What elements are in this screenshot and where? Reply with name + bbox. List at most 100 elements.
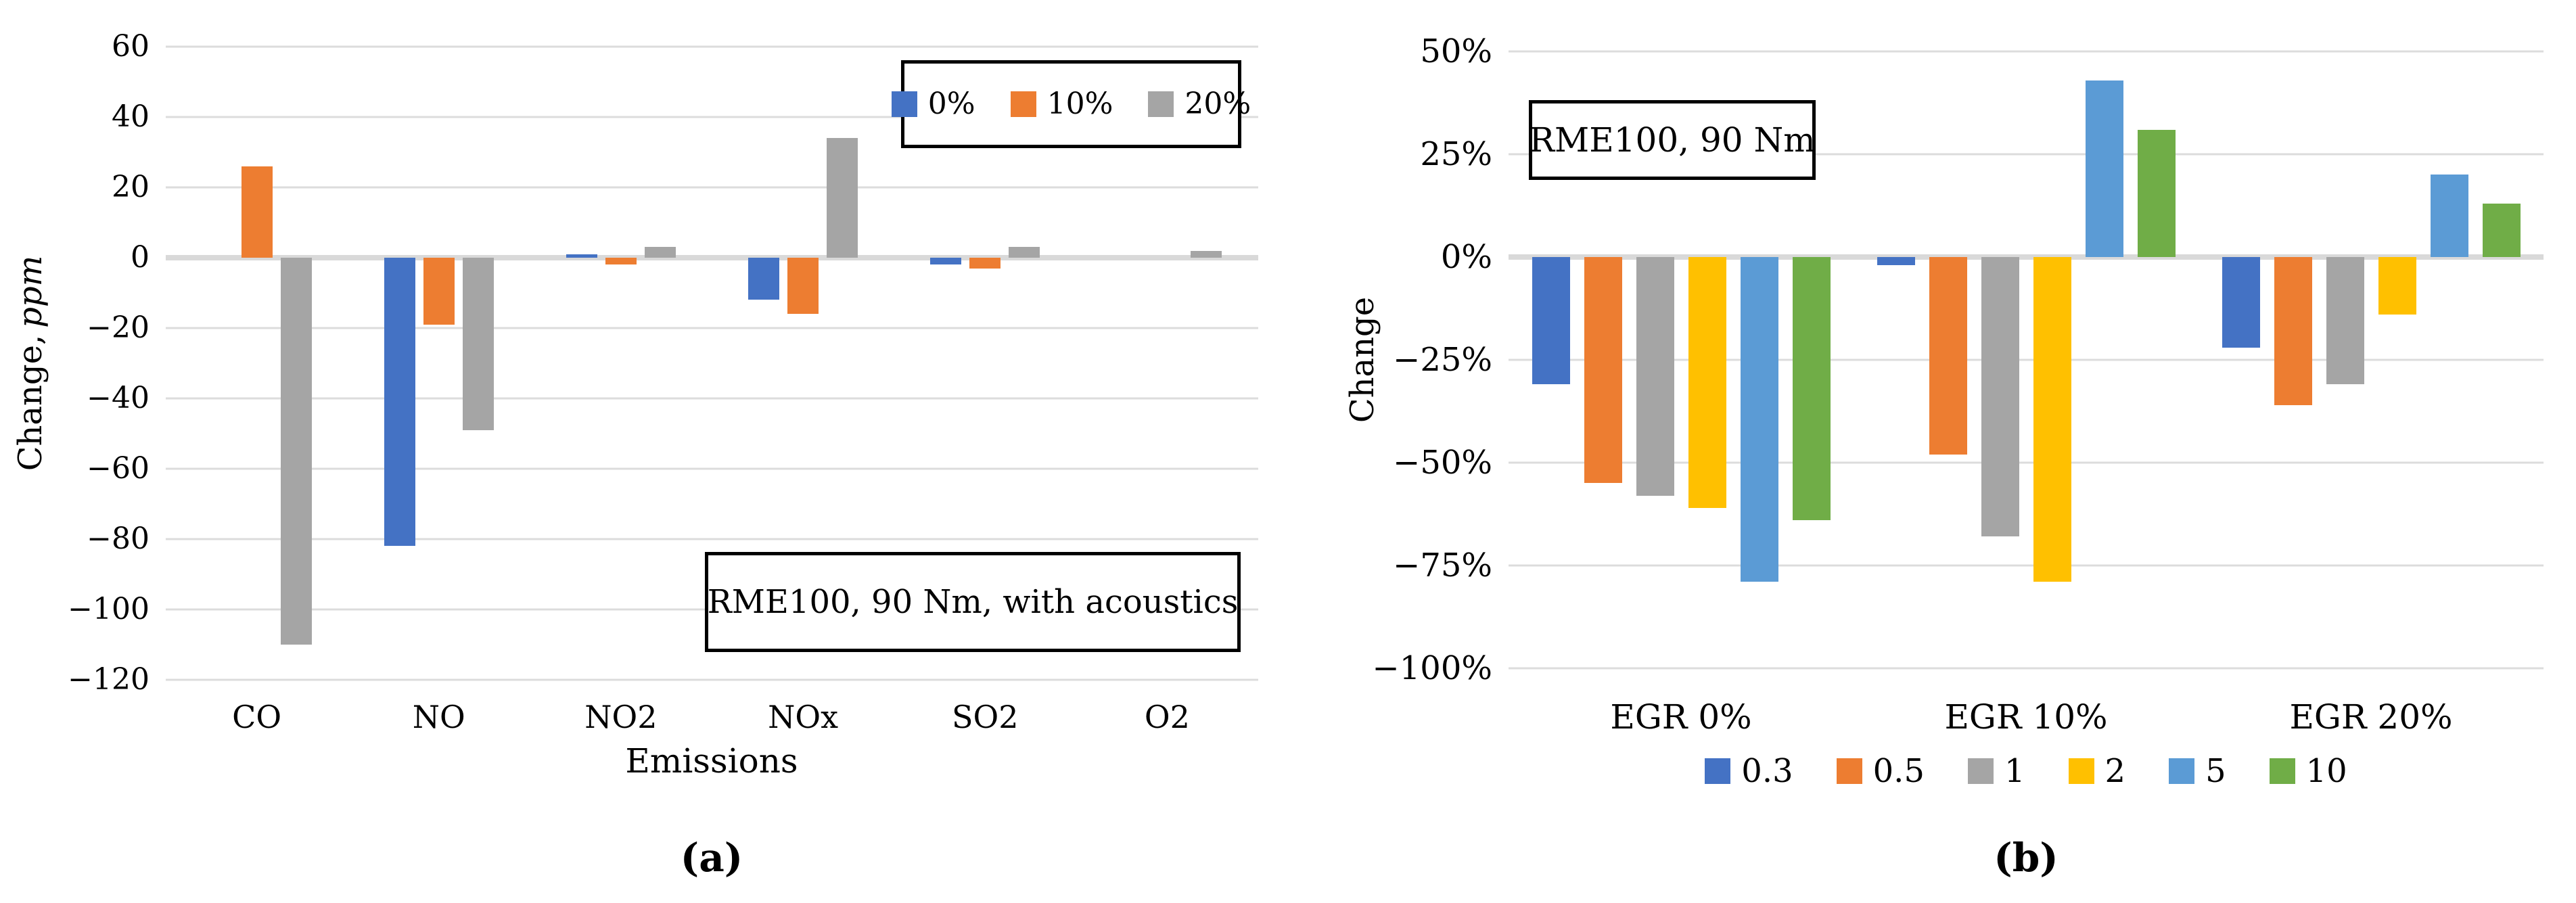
bar-2-EGR 20% xyxy=(2378,257,2416,315)
bar-1-EGR 10% xyxy=(1981,257,2019,537)
legend-b: 0.3 0.5 1 2 5 10 xyxy=(1509,749,2544,793)
y-axis-title-text-a: Change, xyxy=(12,334,49,471)
bar-10%-NO2 xyxy=(605,258,637,265)
y-tick-label: −25% xyxy=(1393,341,1492,379)
zero-axis-line xyxy=(166,255,1258,260)
bar-0.3-EGR 0% xyxy=(1532,257,1570,385)
y-tick-label: 25% xyxy=(1420,135,1492,173)
caption-b: (b) xyxy=(1994,835,2058,881)
legend-swatch-icon xyxy=(1836,758,1862,784)
plot-area-a: 60 40 20 0 −20 −40 −60 −80 −100 −120 xyxy=(68,32,1258,695)
bar-10-EGR 20% xyxy=(2482,203,2521,257)
legend-label: 1 xyxy=(2004,752,2025,790)
y-tick-label: −50% xyxy=(1393,444,1492,482)
caption-a: (a) xyxy=(680,835,743,881)
legend-item-20%: 20% xyxy=(1148,89,1251,119)
y-axis-title-b: Change xyxy=(1343,296,1381,423)
legend-a: 0% 10% 20% xyxy=(891,60,1251,148)
legend-item-0.5: 0.5 xyxy=(1836,752,1925,790)
annotation-box-b: RME100, 90 Nm xyxy=(1529,100,1816,180)
bar-10%-SO2 xyxy=(969,258,1001,269)
bar-0%-SO2 xyxy=(930,258,962,265)
category-label-SO2: SO2 xyxy=(952,699,1019,735)
gridline xyxy=(166,467,1258,470)
y-tick-label: −20 xyxy=(87,310,150,345)
gridline xyxy=(166,186,1258,189)
legend-label: 0.3 xyxy=(1741,752,1793,790)
bar-1-EGR 0% xyxy=(1636,257,1674,496)
category-label-NO: NO xyxy=(412,699,465,735)
gridline xyxy=(166,116,1258,118)
zero-axis-line xyxy=(1509,254,2544,260)
y-tick-label: −40 xyxy=(87,381,150,415)
legend-item-10: 10 xyxy=(2269,752,2347,790)
category-label-EGR 20%: EGR 20% xyxy=(2289,697,2453,737)
y-axis-title-unit-a: ppm xyxy=(12,255,49,328)
bar-20%-NO2 xyxy=(644,247,676,258)
legend-label: 0.5 xyxy=(1872,752,1925,790)
gridline xyxy=(1509,461,2544,464)
y-tick-label: 50% xyxy=(1420,32,1492,70)
legend-item-0%: 0% xyxy=(891,87,975,121)
y-axis-title-text-b: Change xyxy=(1343,296,1381,423)
bar-0.5-EGR 20% xyxy=(2274,257,2312,405)
category-label-O2: O2 xyxy=(1144,699,1190,735)
legend-swatch-icon xyxy=(1010,91,1036,117)
gridline xyxy=(166,397,1258,400)
bar-0.3-EGR 10% xyxy=(1877,257,1915,266)
legend-label: 10% xyxy=(1046,87,1113,121)
bar-1-EGR 20% xyxy=(2326,257,2364,385)
legend-swatch-icon xyxy=(2269,758,2295,784)
gridline xyxy=(1509,153,2544,156)
bar-5-EGR 10% xyxy=(2085,80,2123,257)
y-tick-label: −80 xyxy=(87,522,150,556)
y-tick-label: 20 xyxy=(112,170,150,204)
category-label-EGR 10%: EGR 10% xyxy=(1944,697,2108,737)
legend-swatch-icon xyxy=(2068,758,2094,784)
legend-label: 20% xyxy=(1184,87,1251,121)
gridline xyxy=(166,327,1258,329)
bar-0.3-EGR 20% xyxy=(2222,257,2260,348)
bar-0%-NO2 xyxy=(566,254,597,258)
bar-20%-NOx xyxy=(827,138,858,258)
gridline xyxy=(1509,564,2544,567)
legend-label: 0% xyxy=(927,87,975,121)
y-tick-label: −100 xyxy=(68,592,150,626)
category-label-NO2: NO2 xyxy=(584,699,658,735)
gridline xyxy=(166,678,1258,681)
bar-10%-NOx xyxy=(787,258,819,315)
category-label-EGR 0%: EGR 0% xyxy=(1610,697,1752,737)
legend-item-5: 5 xyxy=(2169,755,2226,787)
bar-20%-CO xyxy=(280,258,312,645)
bar-5-EGR 20% xyxy=(2430,175,2468,257)
y-tick-label: 60 xyxy=(112,29,150,64)
gridline xyxy=(1509,50,2544,53)
bar-10-EGR 10% xyxy=(2137,129,2176,257)
gridline xyxy=(1509,667,2544,670)
bar-0.5-EGR 0% xyxy=(1584,257,1622,484)
legend-label: 2 xyxy=(2104,752,2126,790)
bar-0.5-EGR 10% xyxy=(1929,257,1967,455)
bar-20%-NO xyxy=(462,258,494,430)
bar-10%-CO xyxy=(241,166,273,258)
legend-label: 10 xyxy=(2305,752,2347,790)
category-label-NOx: NOx xyxy=(768,699,839,735)
legend-item-2: 2 xyxy=(2068,752,2126,790)
y-axis-title-a: Change, ppm xyxy=(12,255,49,471)
gridline xyxy=(1509,358,2544,361)
bar-10%-NO xyxy=(423,258,455,325)
bar-2-EGR 0% xyxy=(1688,257,1726,508)
legend-label: 5 xyxy=(2205,752,2226,790)
y-tick-label: 0 xyxy=(131,240,150,275)
bar-10-EGR 0% xyxy=(1792,257,1831,521)
y-tick-label: −75% xyxy=(1393,547,1492,584)
gridline xyxy=(166,538,1258,540)
bar-20%-O2 xyxy=(1191,250,1222,258)
bar-0%-NO xyxy=(384,258,415,547)
y-tick-label: −100% xyxy=(1372,649,1492,687)
legend-item-0.3: 0.3 xyxy=(1705,755,1793,787)
chart-panel-a: Change, ppm 60 40 20 0 −20 −40 −60 −80 −100 −120 0… xyxy=(12,32,1258,881)
chart-panel-b: Change 50% 25% 0% −25% −50% −75% −100% RME100,… xyxy=(1288,0,2576,903)
annotation-box-a: RME100, 90 Nm, with acoustics xyxy=(705,552,1241,652)
legend-item-1: 1 xyxy=(1967,752,2025,790)
